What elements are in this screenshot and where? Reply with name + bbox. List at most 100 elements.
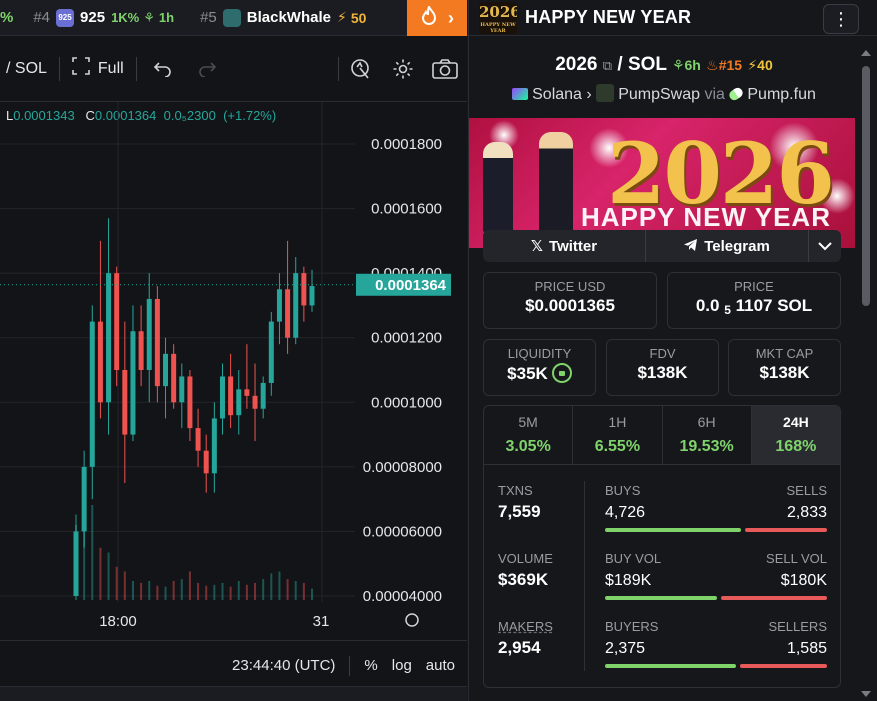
buy-sell-volume-stat: BUY VOL SELL VOL $189K $180K [605,551,827,589]
buyers-bar [605,664,736,668]
volume-bar [229,586,232,600]
scroll-up-icon[interactable] [861,50,871,56]
mktcap-label: MKT CAP [755,346,814,361]
candle-body [138,331,144,370]
person-figure [483,142,513,232]
tab-5m[interactable]: 5M 3.05% [484,406,574,464]
y-tick-label: 0.00004000 [363,588,442,605]
chart-bottom-strip [0,686,467,701]
more-menu-button[interactable]: ⋮ [823,4,859,34]
dex-link[interactable]: PumpSwap [618,86,701,103]
blackwhale-icon [222,8,241,27]
chevron-down-icon [818,238,832,255]
token-info-panel: 2026 HAPPY NEW YEAR HAPPY NEW YEAR ⋮ 202… [468,0,877,701]
candle-body [236,389,242,416]
route-line: Solana › PumpSwap via Pump.fun [469,84,859,104]
volume-bar [311,588,313,600]
chart-pair-label[interactable]: / SOL [6,59,47,77]
panel-header: 2026 HAPPY NEW YEAR HAPPY NEW YEAR ⋮ [469,0,877,36]
candle-body [252,395,258,409]
volume-stat: VOLUME $369K [498,551,553,589]
copy-icon[interactable]: ⧉ [602,58,613,73]
indicators-icon[interactable] [347,55,375,83]
candlestick-plot[interactable]: 0.00018000.00016000.00014000.00012000.00… [0,102,467,640]
candle-body [179,376,185,403]
fire-icon: ♨ [706,57,719,73]
current-price-tag [356,273,451,296]
x-tick-label: 31 [313,613,330,630]
candle-body [114,273,120,370]
candle-body [219,376,225,419]
pair-age: 6h [684,57,701,73]
log-scale-toggle[interactable]: log [391,657,412,674]
candle-body [211,418,217,474]
trending-button[interactable]: › [407,0,467,36]
bolt-icon: ⚡ [336,9,347,25]
launchpad-link[interactable]: Pump.fun [747,86,816,103]
price-chart[interactable]: / SOL Full L0.0001343 C0.0001364 0 [0,36,467,686]
volume-bar [245,584,248,600]
y-tick-label: 0.00006000 [363,523,442,540]
sell-volume-bar [721,596,827,600]
scroll-down-icon[interactable] [861,691,871,697]
banner-year: 2026 [607,124,835,223]
low-label: L [6,108,14,123]
sells-bar [745,528,827,532]
volume-bar [270,573,273,600]
volume-bar [123,571,126,600]
tab-1h[interactable]: 1H 6.55% [573,406,663,464]
buys-bar [605,528,741,532]
camera-icon[interactable] [431,55,459,83]
telegram-button[interactable]: Telegram [646,230,809,262]
tab-6h[interactable]: 6H 19.53% [663,406,752,464]
tab-24h[interactable]: 24H 168% [751,406,840,464]
quote-symbol: SOL [627,54,667,75]
candle-body [163,353,169,387]
settings-gear-icon[interactable] [389,55,417,83]
ohlc-legend: L0.0001343 C0.0001364 0.0₅2300 (+1.72%) [6,108,276,123]
sprout-icon: ⚘ [671,57,685,73]
candle-body [285,289,291,338]
chart-footer: 23:44:40 (UTC) % log auto [0,640,467,690]
ticker-rank: #5 [200,9,217,26]
candle-body [154,298,160,387]
volume-bar [99,547,102,600]
lock-icon[interactable] [551,363,572,383]
twitter-label: Twitter [549,237,598,255]
y-tick-label: 0.0001000 [371,394,442,411]
volume-bar [205,585,208,600]
chart-toolbar: / SOL Full [0,36,467,102]
low-value: 0.0001343 [13,108,75,123]
pumpswap-icon [596,84,615,102]
twitter-button[interactable]: 𝕏 Twitter [483,230,646,262]
panel-scrollbar[interactable] [857,46,877,701]
fullscreen-button[interactable]: Full [72,57,124,80]
chain-link[interactable]: Solana [532,86,582,103]
x-logo-icon: 𝕏 [530,238,544,255]
axis-settings-icon [405,613,419,627]
redo-icon[interactable] [193,55,221,83]
percent-scale-toggle[interactable]: % [364,657,378,674]
hot-rank: #15 [718,57,743,73]
solana-icon [512,88,529,100]
more-links-button[interactable] [809,230,841,262]
scroll-thumb[interactable] [862,66,870,306]
volume-bar [131,581,134,600]
candle-body [97,321,103,403]
undo-icon[interactable] [149,55,177,83]
bolt-icon: ⚡ [747,57,758,73]
candle-body [122,370,128,435]
ticker-item-925[interactable]: 925 [80,9,106,26]
kebab-menu-icon: ⋮ [832,8,850,29]
volume-bar [294,581,297,600]
ticker-item-blackwhale[interactable]: BlackWhale [246,9,331,26]
candle-body [195,428,201,451]
volume-bar [278,571,281,600]
utc-clock: 23:44:40 (UTC) [232,657,336,674]
volume-bar [172,581,175,600]
candle-body [260,382,266,409]
token-symbol: 2026 [555,54,598,75]
auto-scale-toggle[interactable]: auto [425,657,455,674]
volume-bar [213,584,216,600]
sellers-bar [740,664,827,668]
